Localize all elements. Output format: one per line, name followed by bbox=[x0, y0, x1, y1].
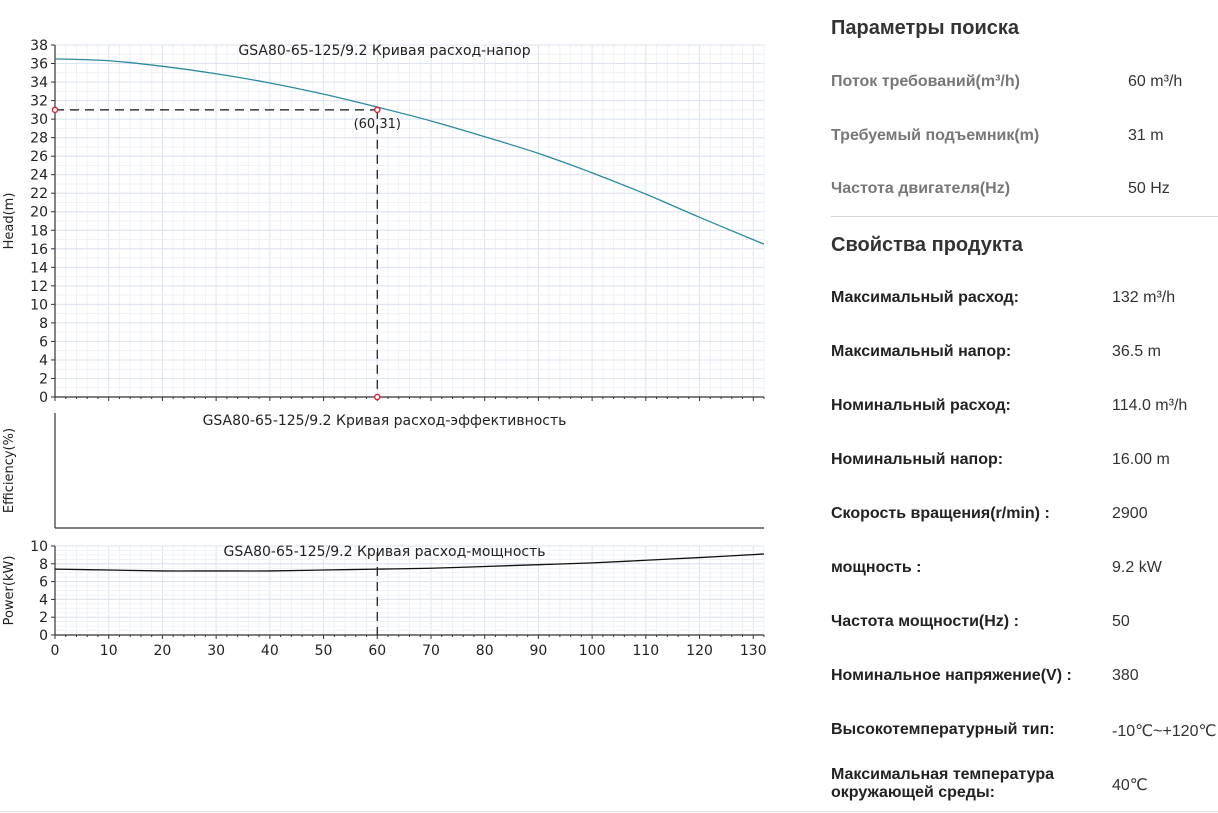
chart-panel-2 bbox=[51, 545, 765, 639]
search-row-frequency: Частота двигателя(Hz) 50 Hz bbox=[831, 180, 1218, 210]
search-frequency-label: Частота двигателя(Hz) bbox=[831, 180, 1011, 197]
x-tick-label: 80 bbox=[476, 643, 494, 659]
prop-label: Номинальный расход: bbox=[831, 397, 1011, 414]
x-tick-label: 90 bbox=[529, 643, 547, 659]
prop-value: 16.00 m bbox=[1112, 451, 1170, 468]
y-tick-label: 38 bbox=[30, 38, 48, 54]
x-tick-label: 10 bbox=[100, 643, 118, 659]
chart-title: GSA80-65-125/9.2 Кривая расход-эффективн… bbox=[203, 413, 567, 429]
y-tick-label: 30 bbox=[30, 112, 48, 128]
y-tick-label: 6 bbox=[39, 575, 48, 591]
duty-point-marker bbox=[51, 106, 59, 114]
y-tick-label: 2 bbox=[39, 610, 48, 626]
y-tick-label: 22 bbox=[30, 186, 48, 202]
chart-title: GSA80-65-125/9.2 Кривая расход-мощность bbox=[224, 544, 546, 560]
prop-value: 9.2 kW bbox=[1112, 559, 1162, 576]
x-tick-label: 30 bbox=[207, 643, 225, 659]
prop-row-power: мощность : 9.2 kW bbox=[831, 559, 1218, 589]
y-axis-label: Head(m) bbox=[2, 193, 17, 250]
y-tick-label: 12 bbox=[30, 279, 48, 295]
search-frequency-value: 50 Hz bbox=[1128, 180, 1170, 197]
search-head-value: 31 m bbox=[1128, 127, 1164, 144]
prop-label: Максимальный расход: bbox=[831, 289, 1019, 306]
y-tick-label: 8 bbox=[39, 316, 48, 332]
prop-label: Максимальная температура окружающей сред… bbox=[831, 766, 1055, 801]
y-tick-label: 28 bbox=[30, 131, 48, 147]
y-tick-label: 8 bbox=[39, 557, 48, 573]
prop-label: Высокотемпературный тип: bbox=[831, 721, 1055, 738]
prop-row-ambient-temp: Максимальная температура окружающей сред… bbox=[831, 766, 1218, 806]
prop-row-temp-type: Высокотемпературный тип: -10℃~+120℃ bbox=[831, 721, 1218, 751]
duty-point-marker bbox=[373, 106, 381, 114]
y-tick-label: 26 bbox=[30, 149, 48, 165]
y-tick-label: 34 bbox=[30, 75, 48, 91]
chart-title: GSA80-65-125/9.2 Кривая расход-напор bbox=[238, 43, 530, 59]
x-tick-label: 130 bbox=[740, 643, 767, 659]
y-tick-label: 20 bbox=[30, 205, 48, 221]
x-tick-label: 110 bbox=[632, 643, 659, 659]
y-tick-label: 32 bbox=[30, 94, 48, 110]
prop-value: -10℃~+120℃ bbox=[1112, 723, 1217, 740]
search-row-flow: Поток требований(m³/h) 60 m³/h bbox=[831, 73, 1218, 103]
prop-value: 114.0 m³/h bbox=[1112, 397, 1188, 414]
y-tick-label: 2 bbox=[39, 371, 48, 387]
y-tick-label: 14 bbox=[30, 260, 48, 276]
prop-label: мощность : bbox=[831, 559, 922, 576]
y-tick-label: 4 bbox=[39, 353, 48, 369]
y-tick-label: 6 bbox=[39, 334, 48, 350]
x-tick-label: 120 bbox=[686, 643, 713, 659]
y-tick-label: 24 bbox=[30, 168, 48, 184]
y-tick-label: 0 bbox=[39, 628, 48, 644]
prop-row-speed: Скорость вращения(r/min) : 2900 bbox=[831, 505, 1218, 535]
search-flow-label: Поток требований(m³/h) bbox=[831, 73, 1020, 90]
search-row-head: Требуемый подъемник(m) 31 m bbox=[831, 127, 1218, 157]
y-axis-label: Efficiency(%) bbox=[2, 428, 17, 513]
x-tick-label: 70 bbox=[422, 643, 440, 659]
prop-row-power-frequency: Частота мощности(Hz) : 50 bbox=[831, 613, 1218, 643]
prop-label: Номинальное напряжение(V) : bbox=[831, 667, 1072, 684]
x-tick-label: 50 bbox=[315, 643, 333, 659]
pump-curves-area: 0 2 4 6 8 10 12 14 16 18 20 22 24 26 28 30 32 34 36 38 GSA80… bbox=[2, 38, 767, 659]
prop-value: 380 bbox=[1112, 667, 1139, 684]
prop-row-rated-flow: Номинальный расход: 114.0 m³/h bbox=[831, 397, 1218, 427]
prop-row-max-flow: Максимальный расход: 132 m³/h bbox=[831, 289, 1218, 319]
series-line bbox=[54, 553, 765, 572]
chart-panel-0 bbox=[51, 44, 765, 401]
prop-value: 40℃ bbox=[1112, 777, 1148, 794]
prop-label: Максимальный напор: bbox=[831, 343, 1012, 360]
y-tick-label: 36 bbox=[30, 57, 48, 73]
prop-row-max-head: Максимальный напор: 36.5 m bbox=[831, 343, 1218, 373]
x-tick-label: 100 bbox=[579, 643, 606, 659]
section-divider bbox=[831, 216, 1218, 217]
prop-label: Номинальный напор: bbox=[831, 451, 1004, 468]
prop-value: 132 m³/h bbox=[1112, 289, 1176, 306]
search-flow-value: 60 m³/h bbox=[1128, 73, 1183, 90]
y-tick-label: 4 bbox=[39, 592, 48, 608]
x-tick-label: 40 bbox=[261, 643, 279, 659]
y-tick-label: 18 bbox=[30, 223, 48, 239]
prop-value: 2900 bbox=[1112, 505, 1148, 522]
y-tick-label: 10 bbox=[30, 297, 48, 313]
search-params-title: Параметры поиска bbox=[831, 17, 1019, 39]
x-tick-label: 60 bbox=[368, 643, 386, 659]
x-tick-label: 20 bbox=[154, 643, 172, 659]
search-head-label: Требуемый подъемник(m) bbox=[831, 127, 1040, 144]
product-props-title: Свойства продукта bbox=[831, 234, 1023, 256]
bottom-border bbox=[0, 811, 1218, 812]
duty-point-label: (60,31) bbox=[354, 117, 401, 132]
x-tick-label: 0 bbox=[51, 643, 60, 659]
y-tick-label: 10 bbox=[30, 539, 48, 555]
prop-label: Частота мощности(Hz) : bbox=[831, 613, 1019, 630]
prop-value: 36.5 m bbox=[1112, 343, 1161, 360]
prop-row-voltage: Номинальное напряжение(V) : 380 bbox=[831, 667, 1218, 697]
duty-point-marker bbox=[373, 393, 381, 401]
y-tick-label: 0 bbox=[39, 390, 48, 406]
series-line bbox=[54, 58, 765, 245]
y-tick-label: 16 bbox=[30, 242, 48, 258]
prop-label: Скорость вращения(r/min) : bbox=[831, 505, 1050, 522]
y-axis-label: Power(kW) bbox=[2, 556, 17, 626]
prop-row-rated-head: Номинальный напор: 16.00 m bbox=[831, 451, 1218, 481]
prop-value: 50 bbox=[1112, 613, 1130, 630]
